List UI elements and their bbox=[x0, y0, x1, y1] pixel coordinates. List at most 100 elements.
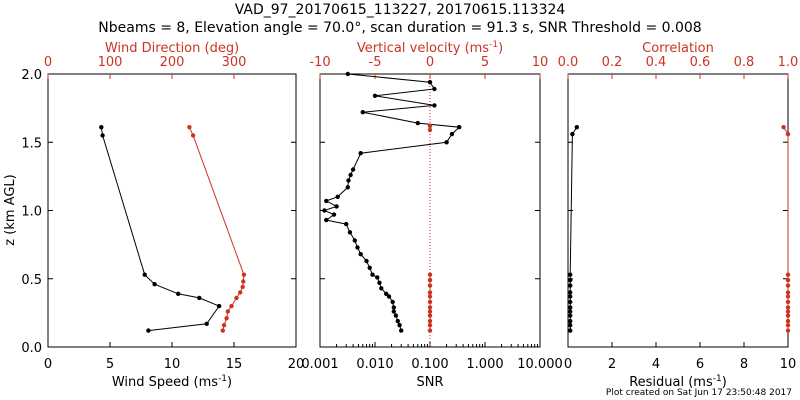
data-point-snr bbox=[324, 217, 329, 223]
y-tick-label: 0.5 bbox=[21, 273, 42, 288]
data-point-wind-speed bbox=[142, 272, 147, 277]
top-tick-label: 0.2 bbox=[602, 55, 623, 70]
chart-title: VAD_97_20170615_113227, 20170615.113324 bbox=[234, 2, 566, 18]
y-tick-label: 0.0 bbox=[21, 341, 42, 356]
data-point-wind-speed bbox=[197, 295, 202, 301]
data-point-snr bbox=[457, 125, 462, 130]
data-point-snr bbox=[372, 93, 378, 99]
data-point-residual bbox=[568, 299, 573, 305]
x-tick-label: 10 bbox=[780, 357, 797, 372]
data-point-snr bbox=[358, 252, 363, 257]
series-line-wind-direction bbox=[188, 126, 245, 331]
data-point-vertical-velocity bbox=[427, 283, 433, 288]
data-point-correlation bbox=[785, 272, 791, 277]
top-tick-label: 300 bbox=[222, 55, 247, 70]
x-tick-label: 0 bbox=[44, 357, 52, 372]
x-tick-label: 1.000 bbox=[466, 357, 503, 372]
data-point-snr bbox=[390, 299, 395, 305]
x-axis-label-top: Vertical velocity (ms-1) bbox=[357, 40, 503, 56]
data-point-vertical-velocity bbox=[427, 272, 433, 277]
data-point-vertical-velocity bbox=[427, 318, 433, 324]
data-point-residual bbox=[568, 305, 573, 310]
data-point-vertical-velocity-upper- bbox=[427, 123, 433, 129]
data-point-correlation bbox=[785, 318, 791, 324]
data-point-residual bbox=[568, 283, 573, 288]
data-point-residual bbox=[568, 277, 573, 283]
data-point-residual bbox=[570, 131, 575, 137]
data-point-vertical-velocity bbox=[427, 277, 433, 283]
data-point-snr bbox=[399, 328, 404, 333]
data-point-snr bbox=[352, 238, 357, 243]
x-tick-label: 5 bbox=[106, 357, 114, 372]
data-point-wind-direction bbox=[229, 303, 234, 309]
data-point-snr bbox=[391, 309, 396, 314]
data-point-correlation bbox=[785, 313, 791, 318]
data-point-correlation bbox=[785, 131, 791, 137]
chart-subtitle: Nbeams = 8, Elevation angle = 70.0°, sca… bbox=[98, 20, 702, 36]
data-point-snr bbox=[348, 172, 353, 178]
data-point-snr bbox=[322, 208, 327, 213]
x-axis-label-bottom: Residual (ms-1) bbox=[629, 374, 727, 390]
data-point-wind-speed bbox=[152, 282, 157, 287]
y-axis-label: z (km AGL) bbox=[3, 174, 18, 245]
top-tick-label: 5 bbox=[481, 55, 489, 70]
top-tick-label: -5 bbox=[369, 55, 382, 70]
x-tick-label: 0.100 bbox=[411, 357, 448, 372]
data-point-snr bbox=[364, 258, 369, 264]
data-point-snr bbox=[391, 305, 396, 310]
data-point-snr bbox=[415, 120, 420, 126]
data-point-snr bbox=[375, 275, 380, 280]
data-point-snr bbox=[432, 86, 437, 92]
top-tick-label: 0.6 bbox=[690, 55, 711, 70]
y-tick-label: 1.5 bbox=[21, 136, 42, 151]
data-point-snr bbox=[370, 272, 375, 277]
data-point-snr bbox=[449, 131, 455, 137]
data-point-vertical-velocity bbox=[427, 305, 433, 310]
data-point-residual bbox=[568, 328, 573, 333]
data-point-snr bbox=[386, 294, 392, 299]
plot-footer: Plot created on Sat Jun 17 23:50:48 2017 bbox=[605, 388, 792, 398]
data-point-snr bbox=[379, 286, 384, 291]
data-point-snr bbox=[350, 167, 356, 172]
plot-frame-residual-correlation bbox=[567, 73, 789, 348]
data-point-residual bbox=[568, 313, 573, 318]
data-point-snr bbox=[355, 245, 360, 250]
top-tick-label: 0.4 bbox=[646, 55, 667, 70]
data-point-snr bbox=[344, 221, 349, 227]
data-point-snr bbox=[324, 198, 329, 204]
x-tick-label: 8 bbox=[740, 357, 748, 372]
data-point-wind-direction bbox=[224, 316, 229, 321]
data-point-snr bbox=[335, 194, 340, 199]
top-tick-label: 200 bbox=[160, 55, 185, 70]
data-point-snr bbox=[444, 140, 449, 145]
plot-frame-wind bbox=[47, 73, 297, 348]
data-point-vertical-velocity bbox=[427, 313, 433, 318]
x-tick-label: 0 bbox=[564, 357, 572, 372]
data-point-residual bbox=[568, 294, 573, 299]
x-axis-label-top: Wind Direction (deg) bbox=[105, 41, 239, 56]
x-tick-label: 6 bbox=[696, 357, 704, 372]
data-point-snr bbox=[432, 103, 437, 108]
x-axis-label-top: Correlation bbox=[642, 41, 714, 56]
data-point-correlation bbox=[785, 283, 791, 288]
data-point-snr bbox=[345, 71, 350, 77]
data-point-wind-direction bbox=[234, 295, 239, 301]
data-point-snr bbox=[346, 178, 351, 183]
x-tick-label: 2 bbox=[608, 357, 616, 372]
data-point-correlation bbox=[785, 290, 791, 295]
top-tick-label: 0 bbox=[426, 55, 434, 70]
x-axis-label-bottom: Wind Speed (ms-1) bbox=[112, 374, 232, 390]
data-point-snr bbox=[331, 212, 337, 217]
data-point-snr bbox=[334, 204, 339, 209]
data-point-wind-speed bbox=[146, 328, 151, 333]
data-point-wind-direction bbox=[220, 328, 225, 333]
top-tick-label: 100 bbox=[98, 55, 123, 70]
data-point-snr bbox=[360, 110, 365, 115]
data-point-correlation bbox=[785, 294, 791, 299]
data-point-wind-speed bbox=[100, 133, 105, 138]
data-point-vertical-velocity bbox=[427, 328, 433, 333]
x-tick-label: 10 bbox=[164, 357, 181, 372]
data-point-wind-direction bbox=[221, 323, 227, 328]
x-tick-label: 10.000 bbox=[517, 357, 563, 372]
